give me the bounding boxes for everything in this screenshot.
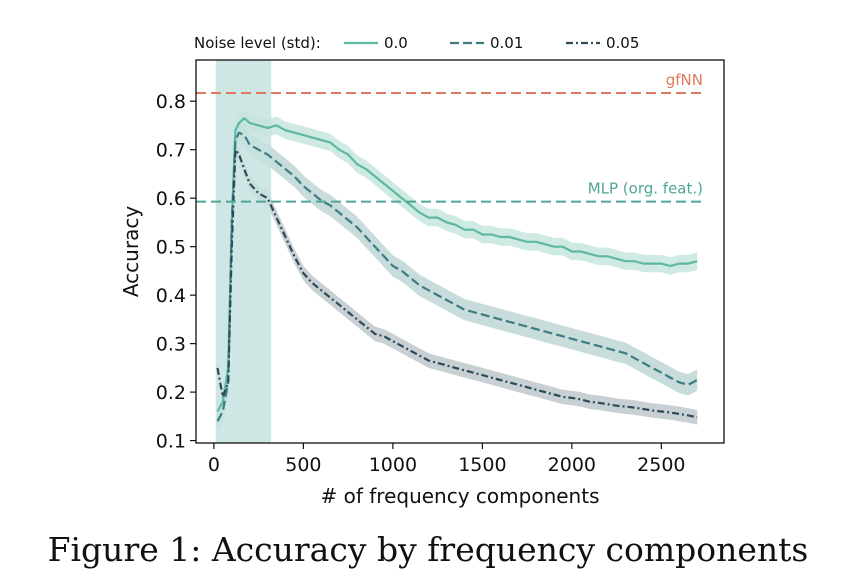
legend: Noise level (std): 0.0 0.01 0.05: [194, 34, 639, 52]
series-band-1: [217, 122, 698, 432]
reference-label-1: MLP (org. feat.): [588, 180, 703, 198]
x-tick-label: 500: [285, 454, 321, 476]
axis-ticks: 0 500 1000 1500 2000 2500 0.1 0.2 0.3 0.4 0.5 0.6 0.…: [156, 91, 686, 476]
legend-title: Noise level (std):: [194, 34, 321, 52]
series-line-0.01: [216, 131, 698, 422]
y-tick-label: 0.4: [156, 285, 186, 307]
x-tick-label: 2000: [548, 454, 596, 476]
y-tick-label: 0.8: [156, 91, 186, 113]
figure-caption: Figure 1: Accuracy by frequency componen…: [47, 530, 809, 569]
x-tick-label: 1000: [369, 454, 417, 476]
x-tick-label: 1500: [458, 454, 506, 476]
series-line-0.0: [216, 117, 698, 413]
series-lines: [216, 117, 698, 422]
y-tick-label: 0.5: [156, 237, 186, 259]
y-tick-label: 0.2: [156, 382, 186, 404]
reference-label-0: gfNN: [666, 71, 703, 89]
y-axis-label: Accuracy: [119, 206, 143, 297]
highlight-band: [215, 60, 272, 443]
y-tick-label: 0.1: [156, 431, 186, 453]
x-tick-label: 2500: [637, 454, 685, 476]
confidence-bands: [217, 109, 698, 432]
series-band-0: [217, 109, 698, 421]
x-tick-label: 0: [208, 454, 220, 476]
legend-entry-0.0: 0.0: [384, 34, 408, 52]
y-tick-label: 0.6: [156, 188, 186, 210]
series-line-0.05: [216, 148, 698, 419]
y-tick-label: 0.3: [156, 334, 186, 356]
legend-entry-0.05: 0.05: [606, 34, 639, 52]
x-axis-label: # of frequency components: [321, 484, 600, 508]
plot-frame: [195, 59, 725, 444]
accuracy-chart: gfNN MLP (org. feat.) 0 500 1000 1500 2000 250…: [119, 34, 725, 508]
reference-lines: gfNN MLP (org. feat.): [196, 71, 704, 203]
legend-entry-0.01: 0.01: [490, 34, 523, 52]
y-tick-label: 0.7: [156, 140, 186, 162]
highlight-band-layer: [215, 60, 272, 443]
